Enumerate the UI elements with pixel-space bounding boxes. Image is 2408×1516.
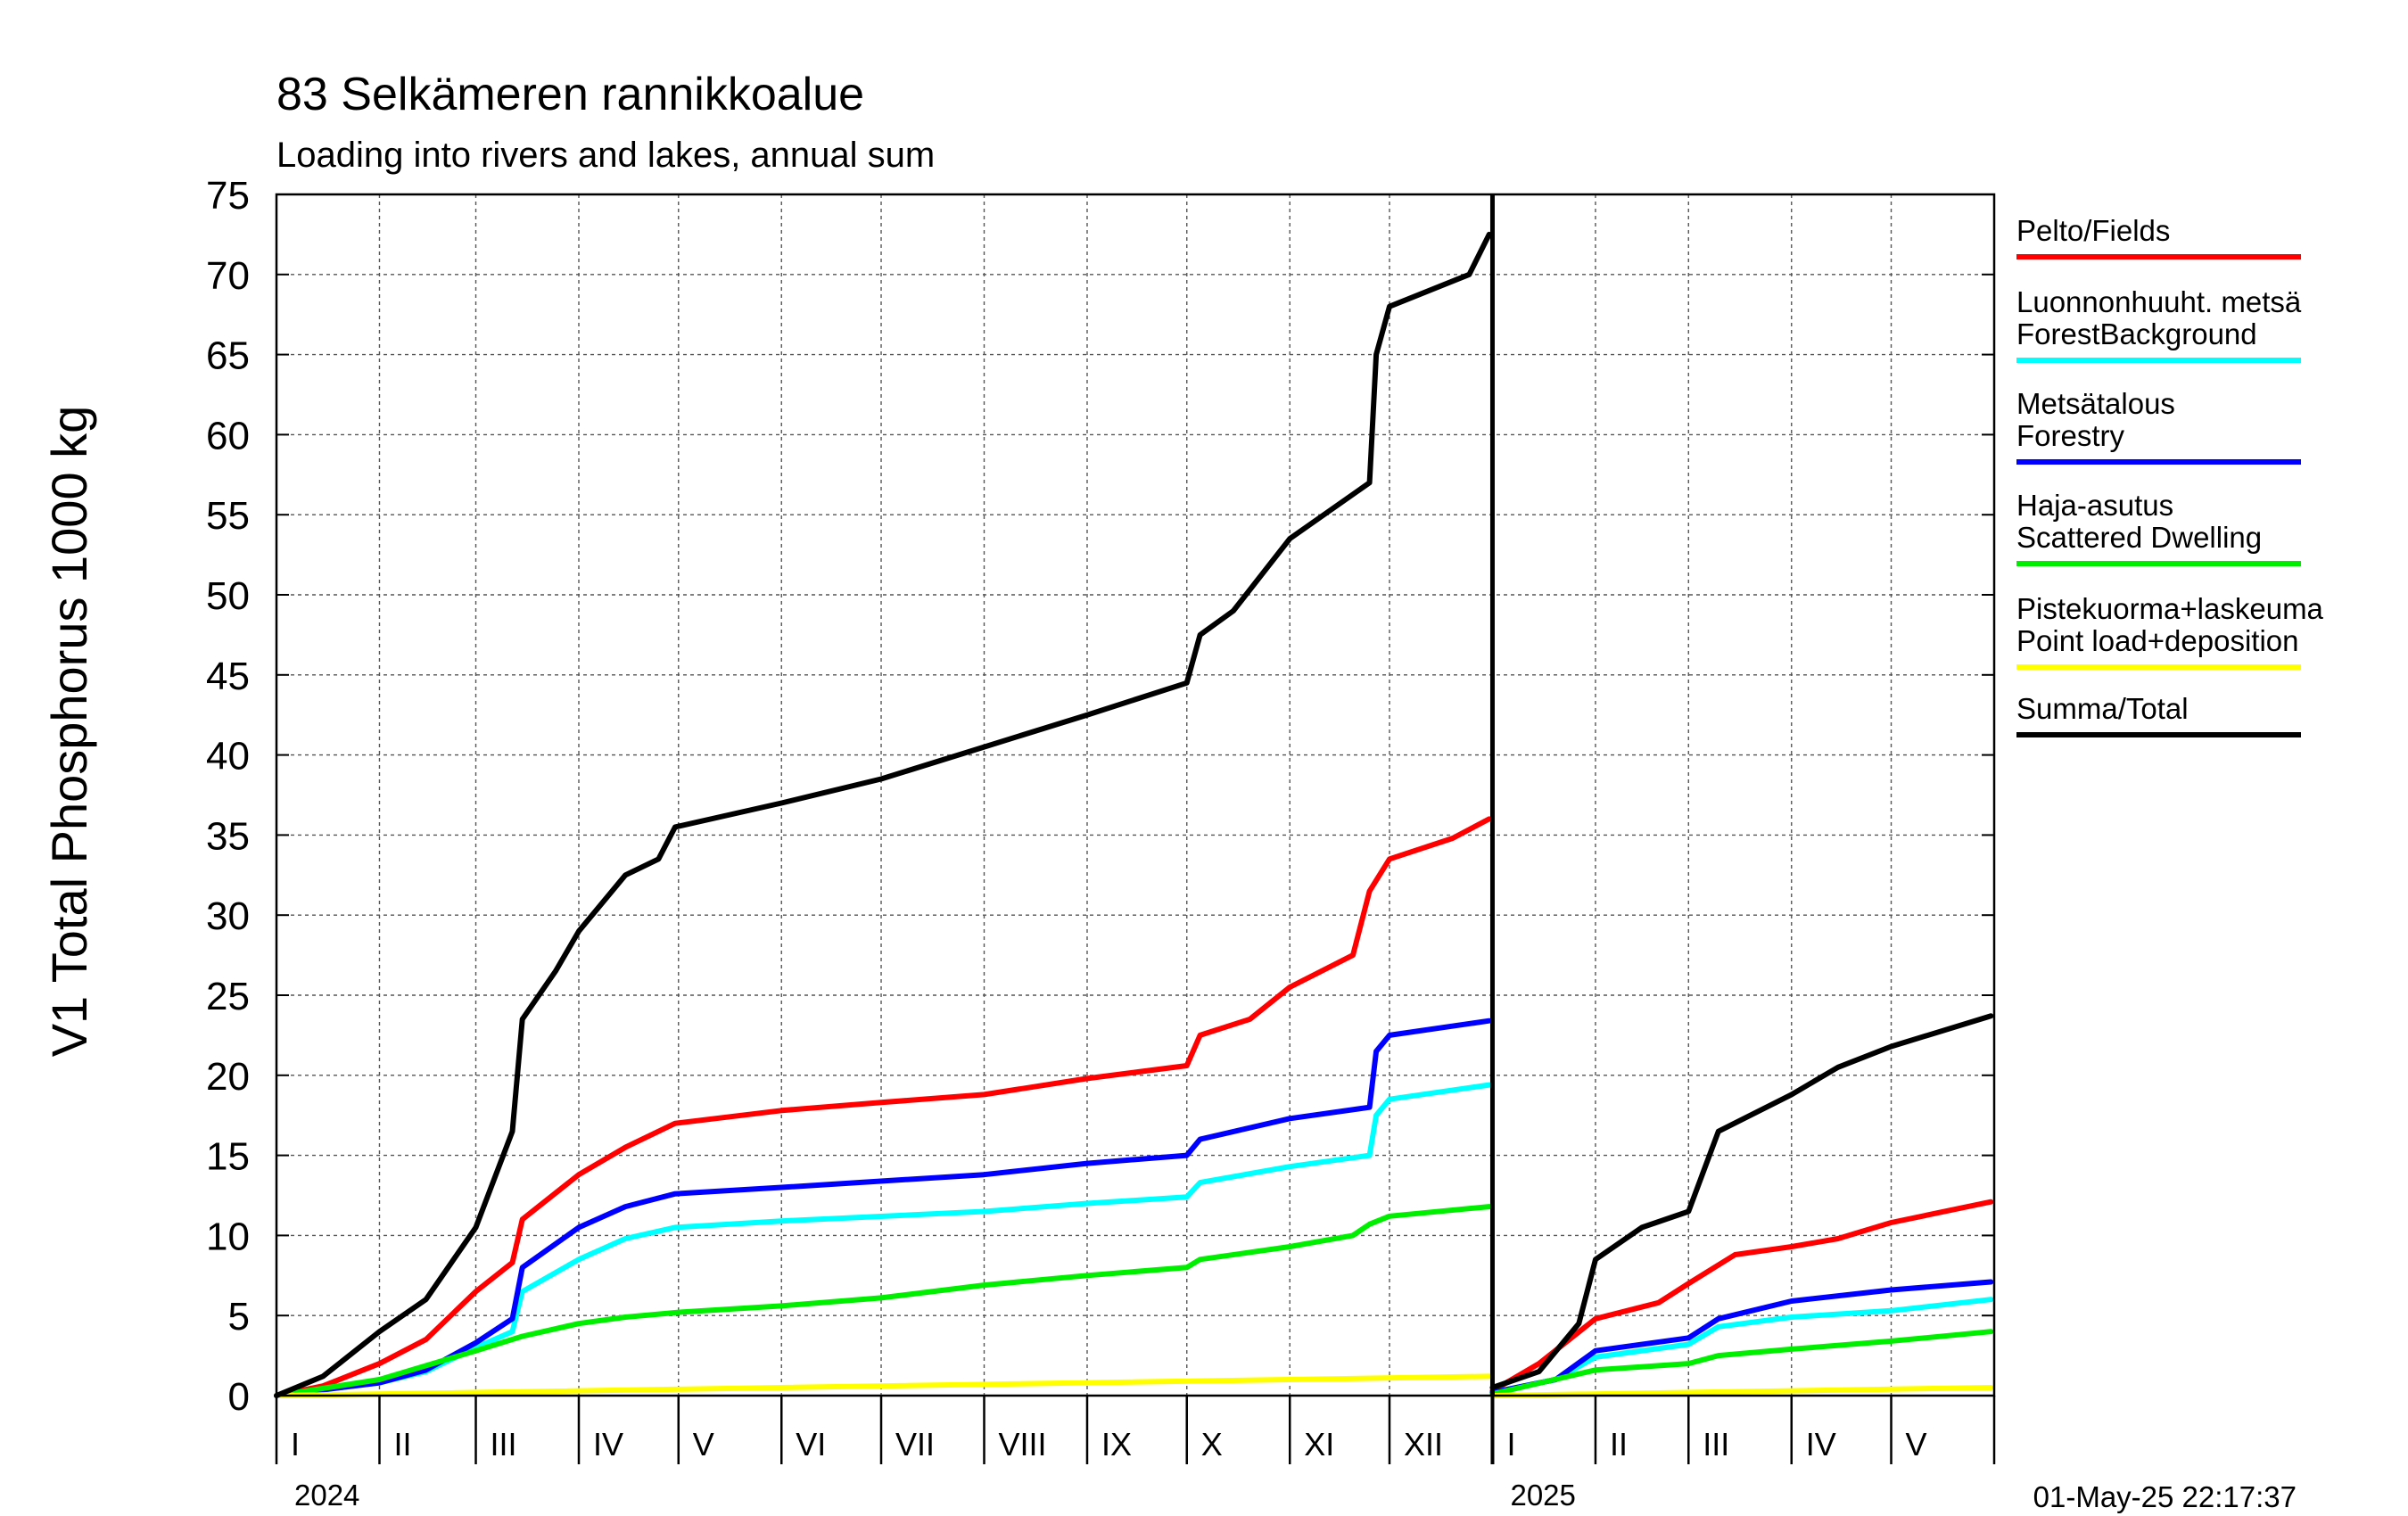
series-line: [274, 1373, 1492, 1398]
y-tick-label: 70: [206, 254, 250, 298]
y-tick-label: 20: [206, 1055, 250, 1099]
legend-label: Luonnonhuuht. metsä: [2016, 285, 2302, 318]
month-label: XII: [1404, 1426, 1443, 1462]
y-tick-label: 0: [228, 1375, 250, 1419]
y-tick-label: 45: [206, 655, 250, 698]
legend-label: ForestBackground: [2016, 317, 2257, 350]
y-tick-label: 55: [206, 494, 250, 538]
month-label: II: [393, 1426, 411, 1462]
month-label: I: [1506, 1426, 1515, 1462]
legend-label: Summa/Total: [2016, 692, 2189, 725]
month-label: IV: [1806, 1426, 1836, 1462]
plot-frame: [275, 193, 1996, 1397]
chart-title: 83 Selkämeren rannikkoalue: [276, 69, 864, 120]
month-label: V: [1906, 1426, 1927, 1462]
legend-entry: Summa/Total: [2016, 692, 2301, 737]
y-tick-label: 5: [228, 1295, 250, 1339]
series-line: [274, 816, 1492, 1398]
month-label: V: [693, 1426, 714, 1462]
series-line: [274, 1018, 1492, 1398]
series-line: [1489, 1385, 1994, 1398]
y-tick-label: 60: [206, 414, 250, 457]
series-line: [274, 231, 1492, 1398]
legend-label: Pelto/Fields: [2016, 214, 2170, 247]
legend-label: Forestry: [2016, 419, 2125, 452]
series-4: [274, 1373, 1994, 1398]
legend-entry: Pelto/Fields: [2016, 214, 2301, 260]
month-label: XI: [1304, 1426, 1334, 1462]
y-tick-label: 15: [206, 1135, 250, 1179]
chart-subtitle: Loading into rivers and lakes, annual su…: [276, 136, 935, 175]
month-label: IX: [1101, 1426, 1132, 1462]
legend-label: Scattered Dwelling: [2016, 521, 2262, 554]
y-tick-label: 25: [206, 975, 250, 1018]
legend-label: Point load+deposition: [2016, 624, 2299, 657]
legend-label: Metsätalous: [2016, 387, 2175, 420]
month-label: VI: [796, 1426, 826, 1462]
y-tick-label: 30: [206, 894, 250, 938]
month-label: VIII: [998, 1426, 1046, 1462]
y-tick-label: 65: [206, 334, 250, 378]
month-label: IV: [593, 1426, 623, 1462]
month-label: III: [491, 1426, 517, 1462]
timestamp: 01-May-25 22:17:37: [2033, 1480, 2297, 1513]
month-label: I: [291, 1426, 300, 1462]
month-label: II: [1610, 1426, 1628, 1462]
legend-label: Haja-asutus: [2016, 489, 2173, 522]
year-label: 2024: [294, 1479, 359, 1512]
legend: Pelto/Fields Luonnonhuuht. metsäForestBac…: [2016, 214, 2324, 737]
series-line: [274, 1204, 1492, 1398]
series-layer: [274, 231, 1994, 1398]
series-2: [274, 1018, 1994, 1398]
y-axis-label: V1 Total Phosphorus 1000 kg: [41, 406, 97, 1058]
legend-label: Pistekuorma+laskeuma: [2016, 592, 2324, 625]
month-label: VII: [895, 1426, 935, 1462]
series-line: [1489, 1329, 1994, 1397]
series-5: [274, 231, 1994, 1398]
series-line: [1489, 1279, 1994, 1396]
series-3: [274, 1204, 1994, 1398]
series-line: [1489, 1013, 1994, 1390]
y-tick-label: 40: [206, 735, 250, 779]
y-tick-label: 50: [206, 574, 250, 618]
y-tick-label: 35: [206, 814, 250, 858]
month-label: X: [1201, 1426, 1223, 1462]
series-line: [274, 1082, 1492, 1398]
y-tick-label: 10: [206, 1215, 250, 1258]
year-label: 2025: [1510, 1479, 1575, 1512]
y-tick-label: 75: [206, 174, 250, 218]
month-label: III: [1703, 1426, 1729, 1462]
